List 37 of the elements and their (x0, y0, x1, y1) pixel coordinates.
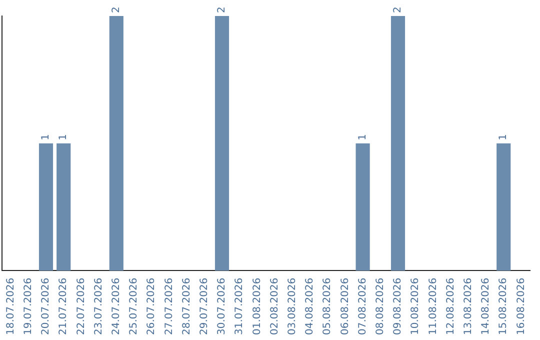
x-tick-label: 05.08.2026 (322, 278, 334, 336)
x-tick-label: 29.07.2026 (198, 278, 210, 336)
x-tick-label: 03.08.2026 (286, 278, 298, 336)
x-tick-label: 22.07.2026 (76, 278, 87, 336)
data-label: 2 (392, 6, 404, 13)
x-tick-label: 01.08.2026 (252, 278, 263, 336)
x-tick-label: 25.07.2026 (128, 278, 140, 336)
data-label: 1 (357, 134, 368, 140)
x-tick-label: 27.07.2026 (164, 278, 175, 336)
x-tick-label: 13.08.2026 (462, 278, 474, 336)
x-tick-label: 30.07.2026 (216, 278, 228, 336)
x-tick-label: 31.07.2026 (234, 278, 246, 336)
x-tick-label: 12.08.2026 (445, 278, 456, 336)
x-tick-label: 28.07.2026 (181, 278, 192, 336)
data-label: 2 (216, 6, 228, 13)
x-tick-label: 11.08.2026 (428, 278, 439, 336)
x-tick-label: 20.07.2026 (40, 278, 52, 336)
x-tick-label: 02.08.2026 (269, 278, 280, 336)
x-tick-label: 24.07.2026 (110, 278, 122, 336)
x-tick-label: 14.08.2026 (480, 278, 492, 336)
data-label: 1 (498, 134, 510, 140)
x-tick-label: 09.08.2026 (392, 278, 404, 336)
x-tick-label: 18.07.2026 (5, 278, 16, 336)
x-tick-label: 07.08.2026 (357, 278, 368, 336)
data-label: 1 (58, 134, 70, 140)
x-tick-label: 08.08.2026 (374, 278, 386, 336)
data-label: 1 (40, 134, 52, 140)
data-label: 2 (110, 6, 122, 13)
x-tick-label: 26.07.2026 (146, 278, 158, 336)
x-tick-label: 06.08.2026 (340, 278, 351, 336)
x-tick-label: 23.07.2026 (93, 278, 104, 336)
x-tick-label: 15.08.2026 (498, 278, 510, 336)
x-tick-label: 04.08.2026 (304, 278, 316, 336)
x-tick-label: 16.08.2026 (516, 278, 527, 336)
x-tick-label: 21.07.2026 (58, 278, 70, 336)
x-tick-label: 19.07.2026 (22, 278, 34, 336)
x-tick-label: 10.08.2026 (410, 278, 422, 336)
